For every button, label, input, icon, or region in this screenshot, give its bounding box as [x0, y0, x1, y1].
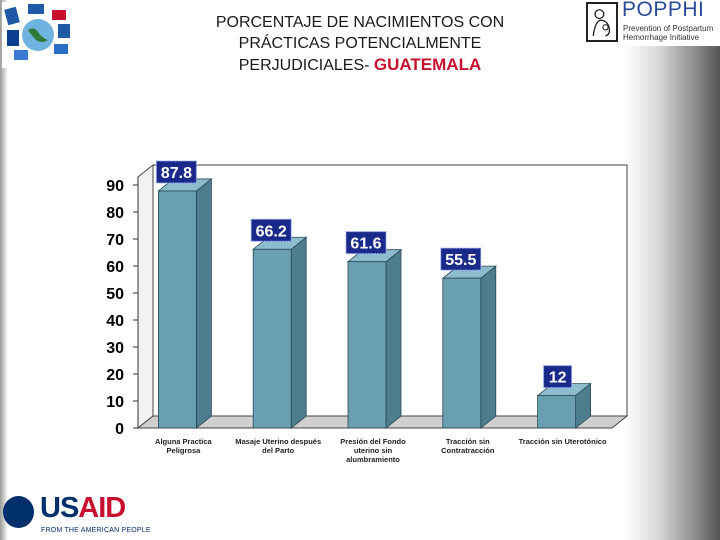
bar	[536, 382, 592, 429]
usaid-aid: AID	[78, 492, 126, 524]
category-label-line: Contratracción	[441, 446, 495, 455]
data-label: 87.8	[161, 165, 192, 182]
title-prefix: PERJUDICIALES-	[238, 57, 370, 74]
bar-front	[347, 261, 387, 429]
data-label-box	[543, 365, 573, 389]
y-tick-label: 0	[115, 421, 124, 438]
y-tick-label: 20	[106, 367, 124, 384]
y-tick-label: 70	[106, 232, 124, 249]
bar	[346, 248, 403, 429]
usaid-tagline: FROM THE AMERICAN PEOPLE	[41, 527, 151, 534]
title-country: GUATEMALA	[373, 55, 482, 74]
bar-side	[385, 248, 402, 429]
bar-front	[252, 248, 292, 429]
category-label-line: Peligrosa	[167, 446, 202, 455]
right-edge-shadow	[625, 0, 720, 540]
popphi-logo: POPPHI Prevention of Postpartum Hemorrha…	[586, 0, 720, 46]
data-label-box	[155, 160, 197, 184]
category-label-line: del Parto	[262, 446, 295, 455]
bar	[252, 236, 308, 429]
chart-side-wall	[137, 163, 154, 430]
popphi-name: POPPHI	[622, 0, 705, 21]
y-tick-label: 60	[106, 259, 124, 276]
y-tick-label: 80	[106, 205, 124, 222]
title-line-1: PORCENTAJE DE NACIMIENTOS CON	[215, 14, 505, 31]
y-tick-label: 90	[106, 178, 124, 195]
category-label-line: alumbramiento	[346, 455, 400, 464]
bar-front	[442, 277, 482, 429]
category-label-line: uterino sin	[354, 446, 393, 455]
data-label: 61.6	[350, 236, 381, 253]
bar-side	[195, 178, 212, 429]
y-tick-label: 10	[106, 394, 124, 411]
category-label-line: Alguna Practica	[155, 437, 213, 446]
category-label: Presión del Fondo uterino sin alumbramient…	[340, 437, 406, 464]
central-america-flags-logo	[2, 2, 74, 68]
popphi-subtitle-line-2: Hemorrhage Initiative	[623, 33, 700, 42]
category-label: Alguna Practica Peligrosa	[155, 437, 213, 455]
bar	[441, 265, 497, 429]
y-tick-label: 40	[106, 313, 124, 330]
popphi-subtitle-line-1: Prevention of Postpartum	[623, 24, 714, 33]
page-title: PORCENTAJE DE NACIMIENTOS CON PRÁCTICAS …	[190, 12, 530, 76]
data-label: 12	[549, 370, 567, 387]
category-label: Tracción sin Uterotónico	[519, 437, 607, 446]
data-label-box	[345, 231, 387, 255]
data-label: 55.5	[445, 252, 476, 269]
bar-side	[290, 236, 307, 429]
left-edge-shadow	[0, 0, 8, 540]
y-tick-label: 30	[106, 340, 124, 357]
data-label: 66.2	[256, 223, 287, 240]
data-label-box	[250, 218, 292, 242]
data-label-box	[440, 247, 482, 271]
bar-front	[537, 395, 576, 429]
category-label-line: Tracción sin	[446, 437, 490, 446]
usaid-wordmark: USAID	[40, 492, 126, 525]
usaid-logo: USAID FROM THE AMERICAN PEOPLE	[0, 490, 151, 540]
usaid-seal-icon	[3, 496, 34, 528]
category-label-line: Presión del Fondo	[340, 437, 406, 446]
y-tick-label: 50	[106, 286, 124, 303]
category-label: Tracción sin Contratracción	[441, 437, 495, 455]
category-label-line: Tracción sin Uterotónico	[519, 437, 607, 446]
category-label-line: Masaje Uterino después	[235, 437, 321, 446]
bar-front	[157, 190, 197, 429]
category-label: Masaje Uterino después del Parto	[235, 437, 321, 455]
bar	[157, 178, 213, 429]
mother-child-icon	[586, 2, 618, 42]
bar-side	[480, 265, 497, 429]
popphi-subtitle: Prevention of Postpartum Hemorrhage Init…	[623, 24, 713, 42]
title-line-3: PERJUDICIALES- GUATEMALA	[190, 54, 530, 76]
title-line-2: PRÁCTICAS POTENCIALMENTE	[238, 35, 482, 52]
usaid-us: US	[40, 492, 79, 524]
